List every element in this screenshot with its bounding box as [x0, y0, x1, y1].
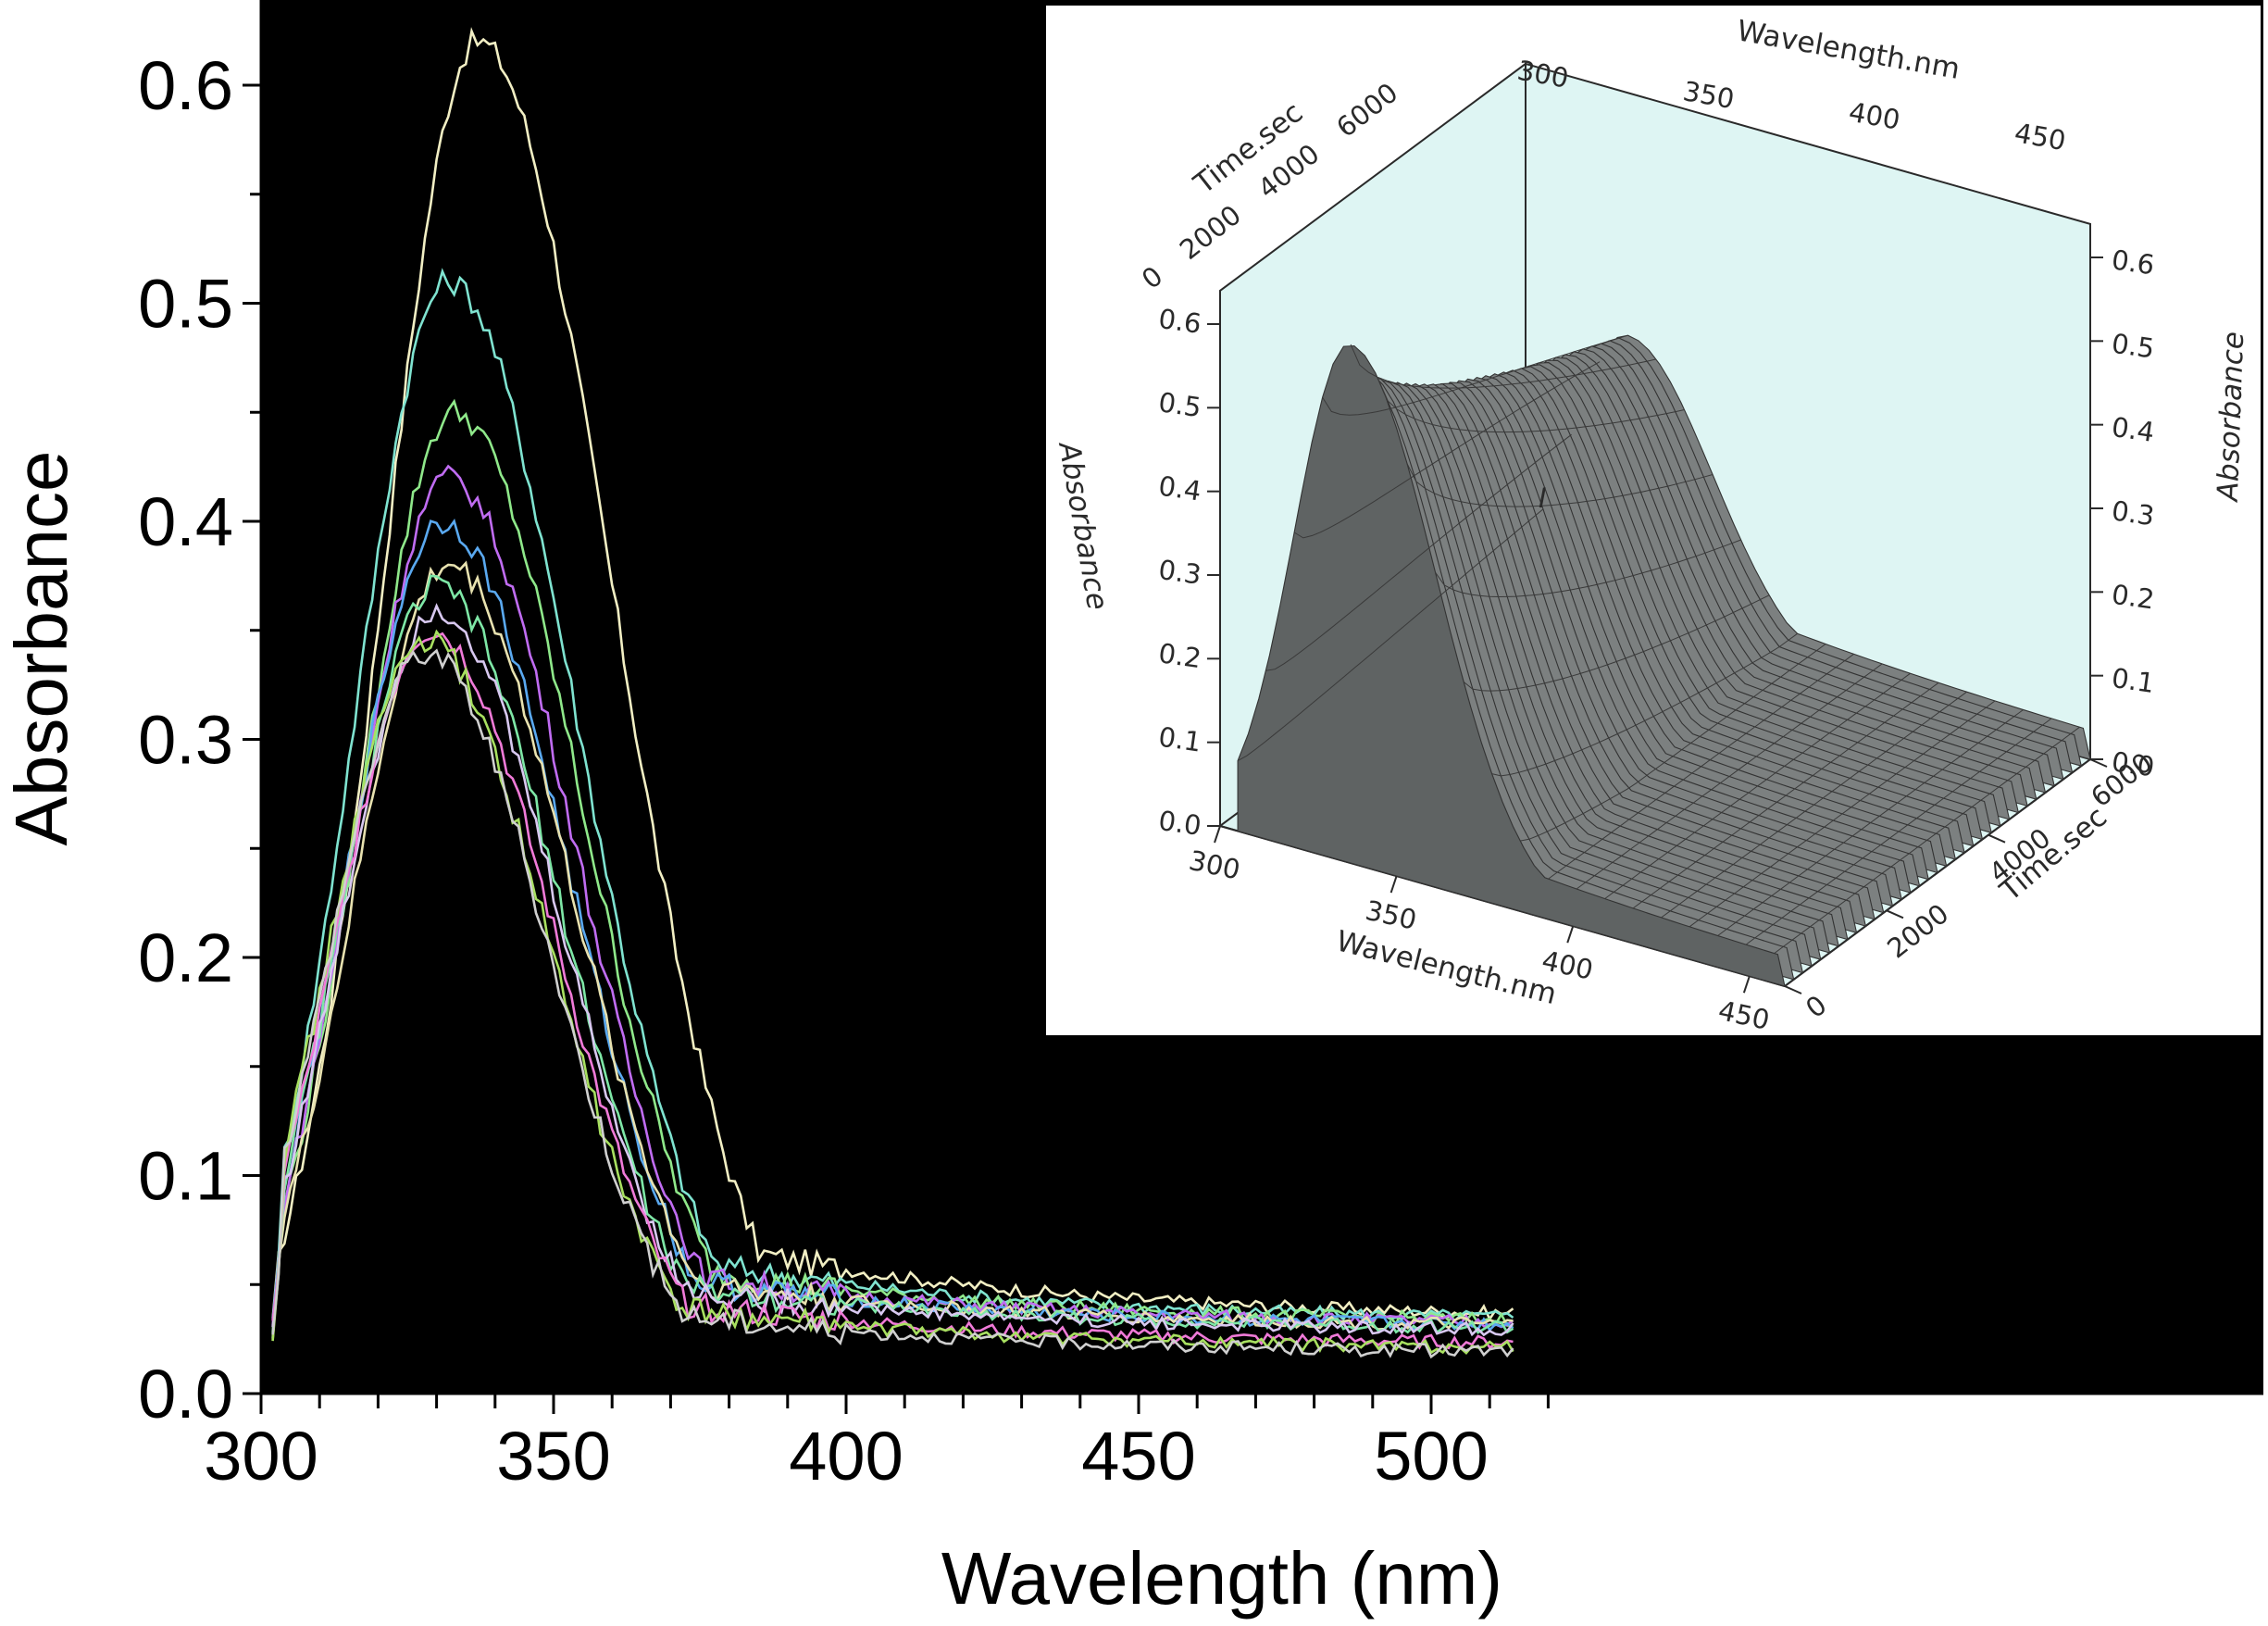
- inset-tick-label: 0.3: [1156, 554, 1203, 591]
- spectrum-series-line: [271, 632, 1514, 1350]
- inset-tick-label: 0.5: [1156, 386, 1203, 423]
- x-tick-label: 350: [496, 1418, 610, 1495]
- x-tick-label: 450: [1081, 1418, 1195, 1495]
- inset-tick-mark: [1988, 833, 2006, 844]
- inset-tick-mark: [1389, 875, 1398, 894]
- y-tick-label: 0.6: [138, 47, 233, 124]
- inset-absorbance-title-right: Absorbance: [2212, 331, 2250, 503]
- inset-surface-gridline: [1463, 594, 1770, 692]
- inset-surface-gridline: [1661, 691, 1967, 919]
- inset-tick-label: 0.1: [2110, 662, 2156, 699]
- inset-tick-mark: [1214, 825, 1221, 844]
- inset-surface-gridline: [1604, 672, 1911, 900]
- inset-surface-gridline: [1435, 539, 1741, 598]
- inset-surface-gridline: [1717, 709, 2024, 936]
- inset-surface-gridline: [1491, 632, 1798, 777]
- x-tick-label: 400: [789, 1418, 903, 1495]
- spectrum-series-line: [271, 560, 1514, 1340]
- inset-surface-gridline: [1322, 334, 1628, 416]
- inset-surface-gridline: [1406, 463, 1713, 507]
- main-y-axis-title: Absorbance: [0, 451, 82, 846]
- inset-tick-label: 0.6: [1156, 303, 1203, 340]
- spectrum-series-line: [271, 648, 1514, 1359]
- inset-surface-gridline: [1548, 653, 1854, 880]
- inset-tick-label: 0.1: [1156, 721, 1203, 758]
- spectrum-series-line: [271, 629, 1514, 1356]
- inset-tick-mark: [1784, 985, 1802, 994]
- inset-surface-gridline: [1265, 433, 1572, 671]
- inset-surface-gridline: [1689, 700, 1996, 928]
- inset-surface-gridline: [1745, 718, 2052, 945]
- inset-tick-label: 0.0: [2110, 745, 2156, 782]
- inset-tick-label: 0.5: [2110, 328, 2156, 365]
- inset-surface-gridline: [1378, 380, 1685, 433]
- inset-tick-label: 0.2: [2110, 579, 2156, 616]
- inset-3d-surface-plot: 3003504004503003504004500200040006000020…: [1046, 6, 2261, 1036]
- y-tick-label: 0.3: [138, 702, 233, 779]
- y-tick-label: 0.4: [138, 483, 233, 560]
- inset-tick-mark: [1742, 975, 1751, 994]
- inset-surface-gridline: [1774, 726, 2080, 955]
- inset-surface-slice: [1237, 344, 1786, 987]
- inset-tick-label: 0.2: [1156, 637, 1203, 674]
- y-tick-label: 0.1: [138, 1138, 233, 1215]
- inset-surface-gridline: [1237, 508, 1544, 762]
- spectrum-series-line: [271, 398, 1514, 1332]
- inset-surface-gridline: [1293, 361, 1601, 539]
- x-tick-label: 500: [1374, 1418, 1488, 1495]
- inset-tick-mark: [1566, 925, 1575, 944]
- inset-tick-label: 0.3: [2110, 494, 2156, 532]
- inset-tick-label: 0.0: [1156, 805, 1203, 842]
- y-tick-label: 0.5: [138, 266, 233, 343]
- inset-tick-label: 0.6: [2110, 244, 2156, 281]
- inset-surface-gridline: [1632, 682, 1939, 909]
- inset-tick-label: 0.4: [2110, 411, 2156, 448]
- spectrum-series-line: [271, 603, 1514, 1337]
- inset-surface-gridline: [1350, 344, 1657, 389]
- y-tick-label: 0.2: [138, 919, 233, 996]
- inset-surface-gridline: [1520, 644, 1826, 842]
- inset-tick-mark: [1886, 909, 1904, 919]
- y-tick-label: 0.0: [138, 1356, 233, 1432]
- inset-marker-label: I: [1539, 482, 1547, 514]
- inset-tick-label: 0.4: [1156, 470, 1203, 507]
- inset-surface-gridline: [1576, 663, 1883, 890]
- main-x-axis-title: Wavelength (nm): [941, 1537, 1502, 1620]
- inset-tick-mark: [2089, 758, 2108, 768]
- x-tick-label: 300: [204, 1418, 318, 1495]
